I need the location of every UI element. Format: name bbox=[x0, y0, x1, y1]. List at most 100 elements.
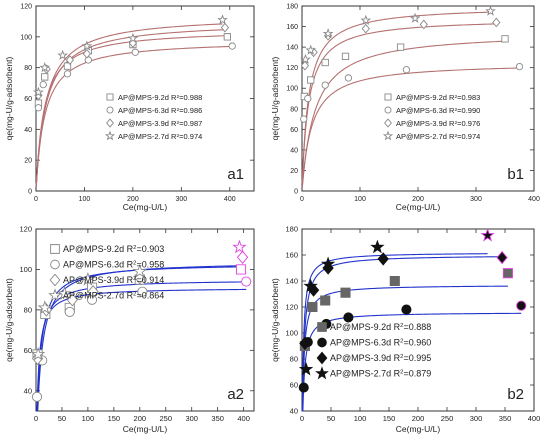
fit-curve-2 bbox=[301, 67, 520, 188]
legend-label: AP@MPS-3.9d R2=0.976 bbox=[396, 119, 480, 128]
legend-marker bbox=[106, 118, 114, 128]
y-tick-label: 0 bbox=[294, 189, 298, 196]
y-tick-label: 0 bbox=[28, 189, 32, 196]
y-tick-label: 120 bbox=[19, 225, 32, 234]
fit-curve-4 bbox=[301, 11, 491, 184]
data-point bbox=[298, 361, 314, 376]
fit-curve-2 bbox=[302, 312, 522, 412]
data-point bbox=[419, 19, 428, 30]
y-tick-label: 60 bbox=[290, 381, 298, 390]
legend: AP@MPS-9.2d R2=0.888 AP@MPS-6.3d R2=0.960… bbox=[315, 322, 431, 380]
data-point bbox=[344, 74, 353, 82]
y-tick-label: 60 bbox=[24, 96, 32, 103]
data-point bbox=[132, 263, 147, 278]
legend-marker bbox=[316, 351, 328, 365]
panel-label: a2 bbox=[227, 386, 244, 403]
y-tick-label: 160 bbox=[285, 251, 298, 260]
x-tick-label: 350 bbox=[499, 414, 512, 423]
y-tick-label: 180 bbox=[285, 225, 298, 234]
legend: AP@MPS-9.2d R2=0.903 AP@MPS-6.3d R2=0.958… bbox=[48, 244, 164, 302]
y-tick-label: 80 bbox=[290, 106, 298, 113]
y-axis-label: qe(mg-U/g-adsorbent) bbox=[4, 57, 14, 141]
data-point bbox=[300, 53, 311, 65]
x-tick-label: 300 bbox=[175, 196, 187, 203]
x-tick-label: 50 bbox=[58, 414, 66, 423]
x-tick-label: 300 bbox=[470, 414, 483, 423]
fit-curve-2 bbox=[35, 45, 233, 187]
data-point bbox=[41, 73, 49, 81]
legend-label: AP@MPS-2.7d R2=0.864 bbox=[63, 291, 164, 301]
series-3-markers bbox=[34, 22, 230, 101]
series-4-markers bbox=[300, 5, 496, 65]
panel-label: b1 bbox=[507, 166, 524, 183]
y-tick-label: 120 bbox=[285, 303, 298, 312]
fit-curve-3 bbox=[301, 23, 497, 184]
legend-label: AP@MPS-9.2d R2=0.903 bbox=[63, 244, 164, 254]
plot-frame bbox=[35, 228, 255, 412]
data-point bbox=[31, 391, 43, 402]
series-4-markers bbox=[298, 227, 495, 376]
data-point bbox=[235, 264, 247, 275]
x-axis-label: Ce(mg-U/L) bbox=[396, 202, 441, 212]
data-point bbox=[320, 295, 331, 306]
data-point bbox=[65, 55, 75, 65]
y-tick-label: 140 bbox=[285, 277, 298, 286]
data-point bbox=[217, 14, 228, 25]
legend-marker bbox=[317, 322, 327, 332]
y-axis-label: qe(mg-U/g-adsorbent) bbox=[270, 278, 280, 362]
y-tick-label: 40 bbox=[24, 386, 32, 395]
data-point bbox=[409, 12, 421, 23]
data-point bbox=[502, 268, 513, 279]
y-tick-label: 160 bbox=[286, 24, 298, 31]
legend-label: AP@MPS-6.3d R2=0.960 bbox=[330, 338, 431, 348]
legend-marker bbox=[48, 288, 62, 302]
data-point bbox=[66, 293, 78, 307]
series-1-markers bbox=[300, 35, 509, 101]
data-point bbox=[37, 300, 53, 314]
series-2-markers bbox=[300, 62, 524, 123]
x-tick-label: 100 bbox=[82, 414, 95, 423]
legend: AP@MPS-9.2d R2=0.983 AP@MPS-6.3d R2=0.990… bbox=[382, 93, 480, 141]
x-tick-label: 200 bbox=[127, 196, 139, 203]
data-point bbox=[39, 62, 51, 73]
y-tick-label: 40 bbox=[290, 407, 298, 416]
x-tick-label: 400 bbox=[224, 196, 236, 203]
series-4-markers bbox=[33, 14, 228, 97]
data-point bbox=[64, 306, 75, 317]
legend-label: AP@MPS-9.2d R2=0.983 bbox=[396, 93, 480, 102]
legend: AP@MPS-9.2d R2=0.988 AP@MPS-6.3d R2=0.986… bbox=[104, 93, 202, 141]
data-point bbox=[223, 33, 232, 41]
x-tick-label: 250 bbox=[441, 414, 454, 423]
data-point bbox=[33, 86, 44, 97]
data-point bbox=[232, 239, 247, 254]
data-point bbox=[39, 80, 47, 89]
data-point bbox=[82, 48, 91, 59]
x-tick-label: 400 bbox=[237, 414, 250, 423]
y-tick-label: 80 bbox=[290, 355, 298, 364]
x-tick-label: 0 bbox=[300, 414, 304, 423]
x-tick-label: 200 bbox=[412, 196, 424, 203]
legend-label: AP@MPS-3.9d R2=0.995 bbox=[330, 353, 431, 363]
legend-marker bbox=[106, 93, 114, 101]
x-tick-label: 100 bbox=[79, 196, 91, 203]
data-point bbox=[396, 43, 405, 51]
data-point bbox=[298, 382, 309, 393]
data-point bbox=[321, 81, 329, 89]
data-point bbox=[320, 256, 336, 271]
data-point bbox=[307, 301, 318, 313]
data-point bbox=[343, 312, 354, 323]
x-axis-label: Ce(mg-U/L) bbox=[123, 202, 168, 212]
x-tick-label: 100 bbox=[354, 414, 367, 423]
legend-marker bbox=[49, 273, 61, 287]
legend-marker bbox=[384, 93, 392, 101]
y-axis-label: qe(mg-U/g-adsorbent) bbox=[4, 278, 14, 362]
legend-marker bbox=[384, 106, 392, 114]
data-point bbox=[501, 35, 509, 43]
data-point bbox=[401, 304, 412, 315]
data-point bbox=[303, 278, 318, 293]
data-point bbox=[57, 49, 69, 60]
x-tick-label: 350 bbox=[211, 414, 224, 423]
data-point bbox=[515, 62, 524, 71]
fit-curve-4 bbox=[36, 266, 240, 412]
